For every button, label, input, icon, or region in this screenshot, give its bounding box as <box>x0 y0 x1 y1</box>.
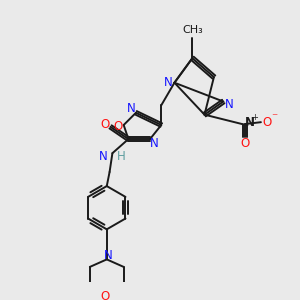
Text: N: N <box>245 116 255 129</box>
Text: O: O <box>100 118 110 130</box>
Text: O: O <box>240 137 250 150</box>
Text: N: N <box>127 102 136 115</box>
Text: O: O <box>113 120 123 134</box>
Text: H: H <box>117 149 126 163</box>
Text: N: N <box>150 137 159 150</box>
Text: N: N <box>99 149 108 163</box>
Text: O: O <box>100 290 110 300</box>
Text: CH₃: CH₃ <box>182 25 203 35</box>
Text: N: N <box>164 76 172 89</box>
Text: N: N <box>104 249 113 262</box>
Text: N: N <box>225 98 233 111</box>
Text: +: + <box>251 113 258 122</box>
Text: ⁻: ⁻ <box>271 111 277 124</box>
Text: O: O <box>263 116 272 129</box>
